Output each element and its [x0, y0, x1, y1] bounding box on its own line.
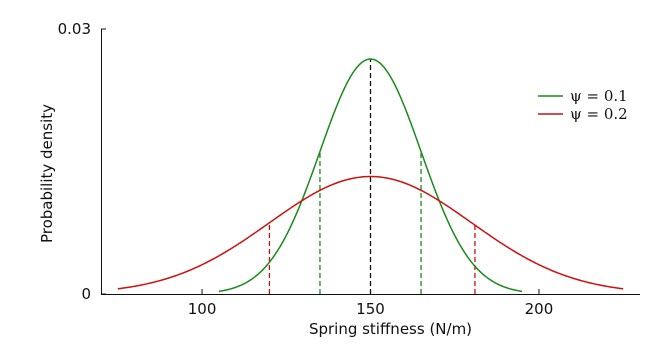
- tick-labels: 100 150 200 0 0.03: [58, 20, 554, 318]
- y-tick-label: 0: [81, 285, 91, 303]
- y-axis-label: Probability density: [38, 104, 56, 243]
- tick-marks: [101, 28, 540, 295]
- legend-label: ψ = 0.2: [570, 105, 628, 123]
- x-tick-label: 150: [356, 300, 385, 318]
- curves: [117, 58, 624, 293]
- series-line: [218, 58, 523, 293]
- legend: ψ = 0.1ψ = 0.2: [538, 87, 628, 123]
- marker-lines: [268, 59, 476, 294]
- legend-label: ψ = 0.1: [570, 87, 628, 105]
- x-tick-label: 100: [188, 300, 217, 318]
- axes: [101, 29, 640, 295]
- x-tick-label: 200: [525, 300, 554, 318]
- x-axis-label: Spring stiffness (N/m): [309, 320, 472, 338]
- y-tick-label: 0.03: [58, 20, 91, 38]
- series-line: [117, 175, 624, 290]
